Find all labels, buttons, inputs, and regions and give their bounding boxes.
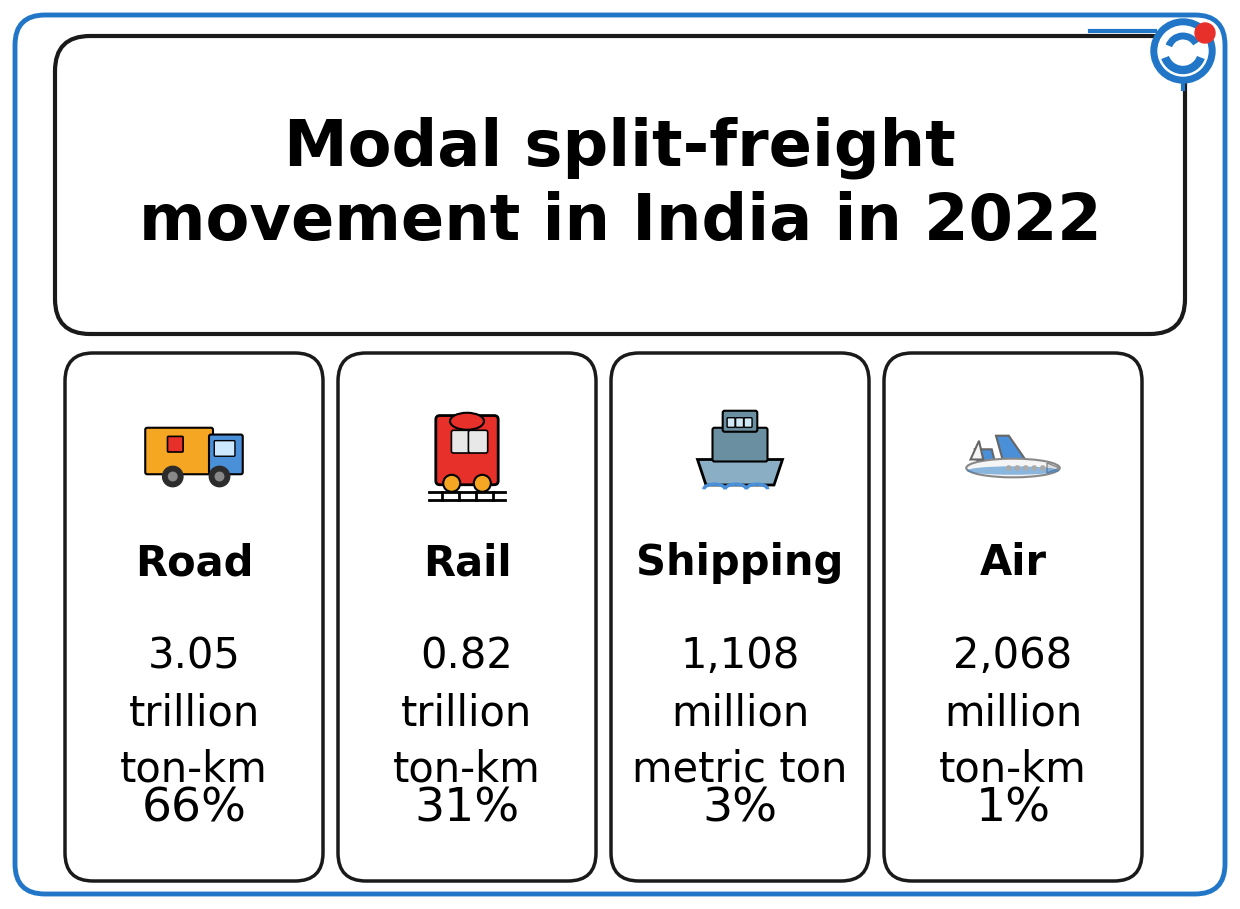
FancyBboxPatch shape — [339, 353, 596, 881]
Circle shape — [162, 466, 184, 486]
FancyBboxPatch shape — [723, 411, 758, 432]
FancyBboxPatch shape — [611, 353, 869, 881]
FancyBboxPatch shape — [15, 15, 1225, 894]
Circle shape — [216, 473, 223, 481]
FancyBboxPatch shape — [435, 415, 498, 484]
Ellipse shape — [967, 466, 1059, 474]
Circle shape — [210, 466, 229, 486]
Polygon shape — [1047, 463, 1060, 473]
Circle shape — [1195, 23, 1215, 43]
FancyBboxPatch shape — [884, 353, 1142, 881]
FancyBboxPatch shape — [451, 430, 471, 453]
Text: 1,108
million
metric ton: 1,108 million metric ton — [632, 635, 848, 791]
Text: 3.05
trillion
ton-km: 3.05 trillion ton-km — [120, 635, 268, 791]
Text: Road: Road — [135, 542, 253, 584]
Circle shape — [169, 473, 177, 481]
Polygon shape — [697, 460, 782, 485]
Text: Modal split-freight
movement in India in 2022: Modal split-freight movement in India in… — [139, 116, 1101, 254]
Circle shape — [1158, 26, 1208, 76]
FancyBboxPatch shape — [167, 436, 184, 452]
Text: Rail: Rail — [423, 542, 511, 584]
Polygon shape — [996, 435, 1030, 466]
Text: 1%: 1% — [976, 786, 1050, 832]
FancyBboxPatch shape — [469, 430, 487, 453]
Text: 0.82
trillion
ton-km: 0.82 trillion ton-km — [393, 635, 541, 791]
FancyBboxPatch shape — [735, 418, 744, 427]
Circle shape — [1151, 19, 1215, 83]
Text: Air: Air — [980, 542, 1047, 584]
Text: Shipping: Shipping — [636, 542, 843, 584]
Text: 3%: 3% — [702, 786, 777, 832]
FancyBboxPatch shape — [55, 36, 1185, 334]
FancyBboxPatch shape — [145, 428, 213, 474]
Circle shape — [443, 474, 460, 492]
Polygon shape — [971, 441, 983, 460]
FancyBboxPatch shape — [744, 418, 751, 427]
Circle shape — [1016, 466, 1019, 470]
Text: 2,068
million
ton-km: 2,068 million ton-km — [939, 635, 1087, 791]
FancyBboxPatch shape — [713, 428, 768, 462]
FancyBboxPatch shape — [210, 435, 243, 474]
Circle shape — [1032, 466, 1037, 470]
Ellipse shape — [966, 459, 1060, 477]
Ellipse shape — [450, 413, 484, 430]
Circle shape — [1007, 466, 1011, 470]
Text: 31%: 31% — [414, 786, 520, 832]
FancyBboxPatch shape — [727, 418, 735, 427]
Text: 66%: 66% — [141, 786, 247, 832]
Circle shape — [474, 474, 491, 492]
Circle shape — [1024, 466, 1028, 470]
FancyBboxPatch shape — [64, 353, 322, 881]
Circle shape — [1040, 466, 1045, 470]
FancyBboxPatch shape — [215, 441, 234, 456]
Polygon shape — [975, 449, 996, 466]
